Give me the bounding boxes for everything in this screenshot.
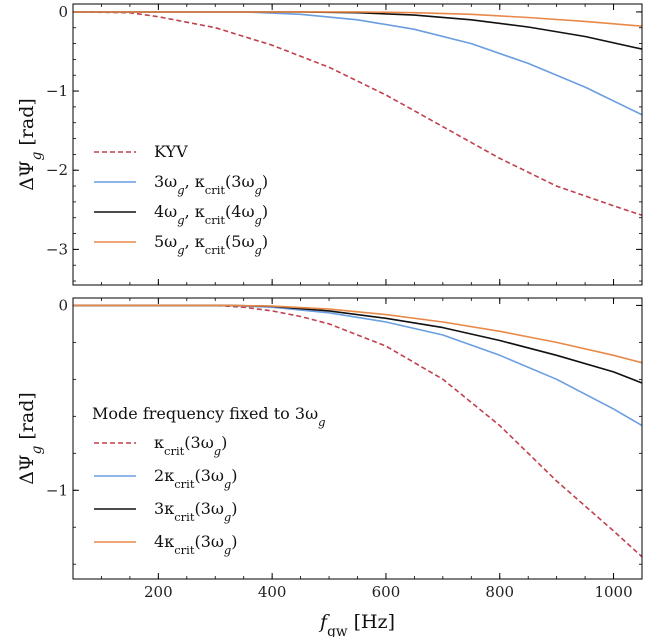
legend-label-part: ) [231, 532, 237, 551]
y-label-subscript: g [29, 151, 45, 160]
legend-label: 3κcrit(3ωg) [154, 499, 238, 524]
legend-label-part: κ [164, 499, 174, 518]
legend: Mode frequency fixed to 3ωgκcrit(3ωg)2κc… [92, 404, 326, 557]
x-tick-label: 1000 [594, 583, 632, 601]
series-group [73, 11, 642, 217]
legend-label-part: ) [231, 466, 237, 485]
legend-label-part: (4ω [225, 202, 254, 221]
legend-label-subscript: g [255, 213, 262, 227]
y-label-main: ΔΨ [16, 160, 38, 190]
legend-label: κcrit(3ωg) [154, 433, 227, 458]
legend-label-part: (3ω [225, 172, 254, 191]
series-group [73, 304, 642, 558]
legend-label-part: , κ [185, 202, 205, 221]
legend-label-part: 5ω [154, 232, 177, 251]
legend-label-subscript: g [177, 213, 184, 227]
legend-label-part: (3ω [194, 499, 223, 518]
legend-label: KYV [154, 142, 188, 161]
legend-title-main: Mode frequency fixed to 3ω [92, 404, 318, 423]
legend-label-part: ) [231, 499, 237, 518]
x-tick-label: 600 [372, 583, 401, 601]
series-line [73, 11, 642, 116]
series-line [73, 304, 642, 364]
legend-label-subscript: crit [205, 183, 226, 197]
legend-label-subscript: crit [174, 510, 195, 524]
x-label-subscript: gw [327, 624, 348, 637]
legend-label-part: 2 [154, 466, 164, 485]
series-line [73, 11, 642, 50]
legend-label-subscript: g [224, 477, 231, 491]
legend-label-part: 4ω [154, 202, 177, 221]
y-tick-label: 0 [58, 296, 68, 314]
y-tick-label: −1 [46, 82, 68, 100]
legend-title-subscript: g [318, 415, 325, 429]
legend-label-part: ) [221, 433, 227, 452]
legend-label-part: , κ [185, 232, 205, 251]
legend-label-text: KYV [154, 142, 188, 161]
legend-label: 4ωg​, κcrit(4ωg) [154, 202, 268, 227]
legend-label-part: (5ω [225, 232, 254, 251]
x-tick-label: 200 [144, 583, 173, 601]
legend-label-part: (3ω [194, 532, 223, 551]
y-label-subscript: g [29, 445, 45, 454]
y-tick-label: 0 [58, 3, 68, 21]
x-label-unit: [Hz] [348, 611, 395, 633]
legend-label-subscript: crit [205, 213, 226, 227]
series-line [73, 11, 642, 27]
legend-label-part: (3ω [184, 433, 213, 452]
axes-frame [72, 3, 643, 286]
y-label-main: ΔΨ [16, 454, 38, 484]
series-line [73, 11, 642, 217]
legend-label-part: ) [262, 172, 268, 191]
legend-label-part: 3ω [154, 172, 177, 191]
legend-label-subscript: g [255, 183, 262, 197]
axes-frame [72, 297, 643, 580]
x-tick-label: 800 [485, 583, 514, 601]
legend-title: Mode frequency fixed to 3ωg [92, 404, 326, 429]
legend-label-subscript: g [214, 444, 221, 458]
legend-label-part: ) [262, 232, 268, 251]
legend-label-part: 4 [154, 532, 164, 551]
x-axis-label: fgw [Hz] [318, 611, 395, 637]
series-line [73, 304, 642, 558]
legend-label: 3ωg​, κcrit(3ωg) [154, 172, 268, 197]
legend-label-subscript: crit [174, 477, 195, 491]
legend-label-subscript: g [224, 543, 231, 557]
legend-label: 5ωg​, κcrit(5ωg) [154, 232, 268, 257]
legend: KYV 3ωg​, κcrit(3ωg) 4ωg​, κcrit(4ωg) 5ωg​,… [94, 142, 268, 257]
legend-label-subscript: g [177, 183, 184, 197]
legend-label-part: 3 [154, 499, 164, 518]
legend-label-subscript: g [177, 243, 184, 257]
y-tick-label: −2 [46, 161, 68, 179]
legend-label: 2κcrit(3ωg) [154, 466, 238, 491]
y-axis-label: ΔΨg [rad] [16, 98, 45, 191]
legend-label-part: κ [164, 466, 174, 485]
legend-label-subscript: crit [164, 444, 185, 458]
y-tick-label: −3 [46, 240, 68, 258]
legend-label: 4κcrit(3ωg) [154, 532, 238, 557]
legend-label-part: , κ [185, 172, 205, 191]
x-label-main: f [318, 611, 330, 633]
x-tick-label: 400 [258, 583, 287, 601]
legend-label-part: κ [154, 433, 164, 452]
legend-label-subscript: g [255, 243, 262, 257]
y-axis-label: ΔΨg [rad] [16, 392, 45, 485]
y-label-unit: [rad] [16, 98, 38, 151]
legend-label-subscript: g [224, 510, 231, 524]
y-label-unit: [rad] [16, 392, 38, 445]
y-tick-label: −1 [46, 481, 68, 499]
legend-label-part: (3ω [194, 466, 223, 485]
legend-label-part: ) [262, 202, 268, 221]
legend-label-subscript: crit [174, 543, 195, 557]
legend-label-subscript: crit [205, 243, 226, 257]
legend-label-part: κ [164, 532, 174, 551]
